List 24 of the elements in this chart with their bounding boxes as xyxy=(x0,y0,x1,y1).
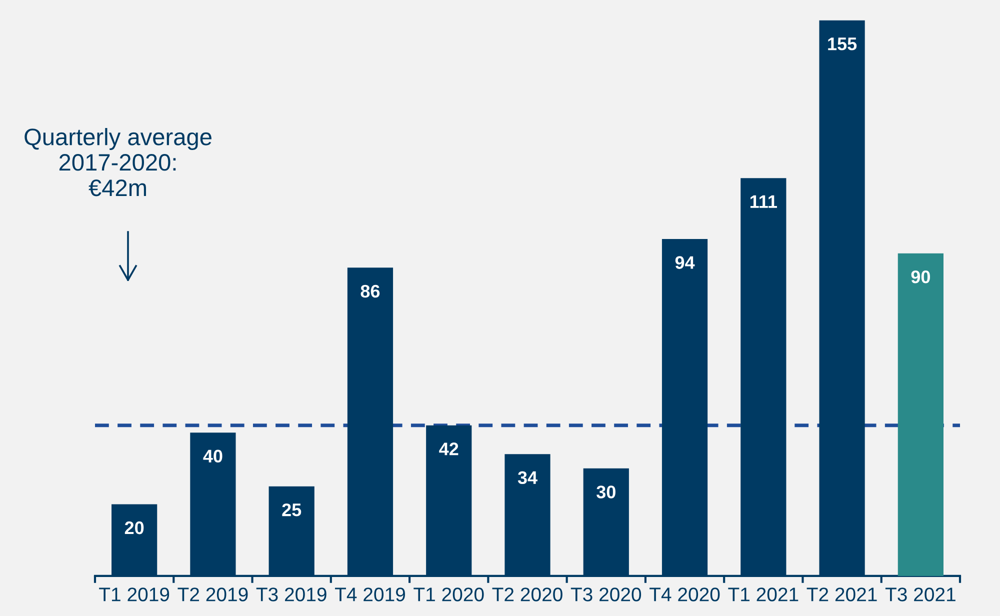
x-tick-label: T1 2020 xyxy=(414,588,484,602)
data-label: 155 xyxy=(828,38,857,50)
x-tick-label: T3 2020 xyxy=(570,588,642,602)
data-label: 34 xyxy=(518,471,538,484)
data-label: 20 xyxy=(124,521,144,534)
x-tick-label: T1 2019 xyxy=(99,588,170,602)
data-label: 90 xyxy=(911,270,930,284)
x-tick-label: T3 2019 xyxy=(256,588,326,602)
data-label: 25 xyxy=(282,503,302,516)
x-tick-label: T2 2019 xyxy=(178,588,248,602)
x-tick-label: T2 2020 xyxy=(492,588,562,602)
x-tick-label: T2 2021 xyxy=(806,588,877,602)
data-label: 40 xyxy=(203,450,222,463)
data-label: 30 xyxy=(596,486,616,498)
x-tick-label: T4 2019 xyxy=(334,588,405,602)
data-label: 42 xyxy=(439,442,458,456)
bar xyxy=(898,253,944,576)
x-tick-label: T1 2021 xyxy=(728,588,798,602)
x-tick-label: T4 2020 xyxy=(650,588,720,602)
data-label: 94 xyxy=(675,256,695,269)
annotation: Quarterly average 2017-2020: €42m xyxy=(24,128,212,196)
x-tick-label: T3 2021 xyxy=(885,588,956,602)
data-label: 111 xyxy=(750,195,777,208)
data-label: 86 xyxy=(360,284,380,298)
